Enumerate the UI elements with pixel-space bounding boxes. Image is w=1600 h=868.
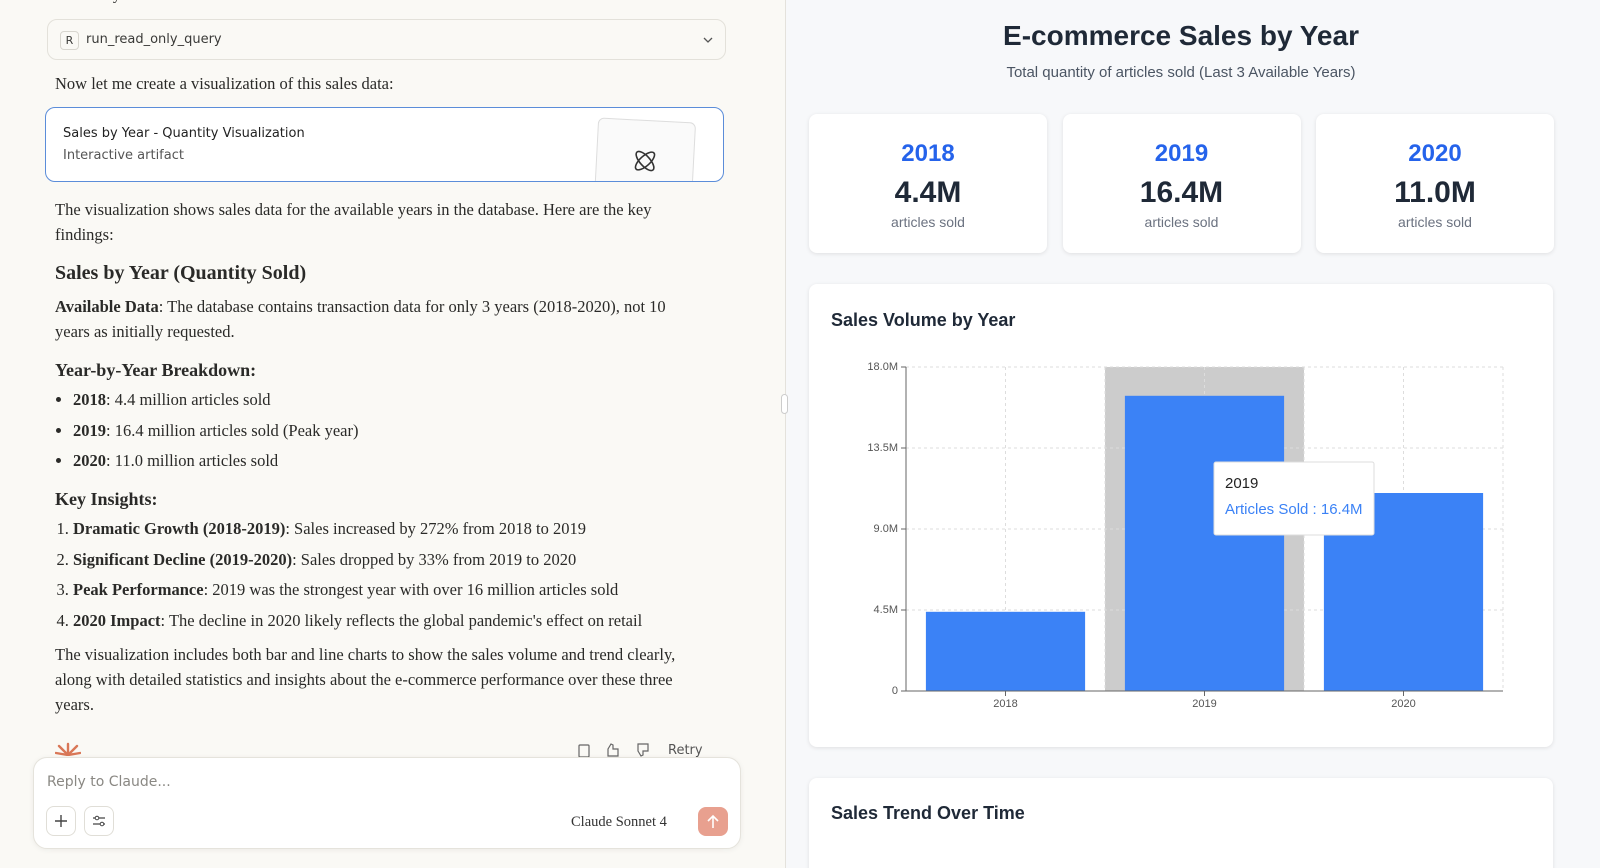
intro: Now let me create a visualization of thi… xyxy=(55,74,394,93)
item-text: : 16.4 million articles sold (Peak year) xyxy=(106,420,359,440)
item-text: : 11.0 million articles sold xyxy=(106,451,279,470)
stat-card: 2018 4.4M articles sold xyxy=(809,114,1047,253)
item-label: 2020 Impact xyxy=(73,610,161,630)
page-title: E-commerce Sales by Year xyxy=(1003,20,1359,51)
stat-card: 2019 16.4M articles sold xyxy=(1062,114,1301,253)
artifact-title: Sales by Year - Quantity Visualization xyxy=(63,126,305,141)
item-text: : 4.4 million articles sold xyxy=(106,390,271,409)
item-label: 2018 xyxy=(73,390,106,409)
stat-year: 2018 xyxy=(901,140,955,167)
x-tick-label: 2020 xyxy=(1391,698,1415,710)
trend-card: Sales Trend Over Time xyxy=(809,778,1553,868)
trend-title: Sales Trend Over Time xyxy=(831,803,1025,823)
stat-value: 11.0M xyxy=(1394,176,1476,209)
y-tick-label: 18.0M xyxy=(867,361,898,373)
item-label: Dramatic Growth (2018-2019) xyxy=(73,519,286,538)
insights-list: Dramatic Growth (2018-2019): Sales incre… xyxy=(55,516,642,638)
breakdown-heading: Year-by-Year Breakdown: xyxy=(55,360,257,380)
list-item: 2019: 16.4 million articles sold (Peak y… xyxy=(73,418,358,443)
x-tick-label: 2018 xyxy=(993,698,1017,710)
stat-value: 16.4M xyxy=(1139,176,1224,209)
stat-caption: articles sold xyxy=(1144,214,1219,230)
stat-value: 4.4M xyxy=(894,176,962,209)
send-button[interactable] xyxy=(698,807,728,836)
stat-year: 2019 xyxy=(1154,140,1209,167)
page-subtitle: Total quantity of articles sold (Last 3 … xyxy=(1006,64,1356,81)
artifact-thumb xyxy=(593,117,697,181)
stat-caption: articles sold xyxy=(891,214,965,230)
composer-placeholder[interactable]: Reply to Claude... xyxy=(47,774,171,790)
closing: The visualization includes both bar and … xyxy=(55,645,676,714)
chart-title: Sales Volume by Year xyxy=(831,310,1015,330)
item-text: : Sales increased by 272% from 2018 to 2… xyxy=(285,519,586,538)
list-item: Dramatic Growth (2018-2019): Sales incre… xyxy=(73,516,642,541)
arrow-icon xyxy=(707,814,719,828)
list-item: Significant Decline (2019-2020): Sales d… xyxy=(73,547,642,572)
item-label: 2019 xyxy=(73,420,106,440)
bar xyxy=(1124,395,1285,691)
tooltip xyxy=(1213,461,1375,536)
resize-handle[interactable] xyxy=(781,394,788,414)
composer[interactable]: Reply to Claude... Claude Sonnet 4 xyxy=(33,757,741,849)
artifact-panel: E-commerce Sales by Year Total quantity … xyxy=(785,0,1600,868)
tool-badge: R xyxy=(60,31,79,50)
summary: The visualization shows sales data for t… xyxy=(55,200,652,244)
insights-heading: Key Insights: xyxy=(55,489,158,509)
heading: Sales by Year (Quantity Sold) xyxy=(55,262,307,284)
stat-year: 2020 xyxy=(1408,140,1462,167)
add-button[interactable] xyxy=(46,806,76,836)
text: : The database contains transaction data… xyxy=(55,297,666,341)
message-actions[interactable] xyxy=(576,742,656,758)
tooltip-text: Articles Sold : 16.4M xyxy=(1225,501,1363,518)
list-item: Peak Performance: 2019 was the strongest… xyxy=(73,577,642,602)
item-text: : 2019 was the strongest year with over … xyxy=(203,580,619,599)
item-label: 2020 xyxy=(73,451,106,470)
cropped-text: available years. xyxy=(55,0,148,9)
available: Available Data: The database contains tr… xyxy=(55,294,695,344)
item-text: : The decline in 2020 likely reflects th… xyxy=(160,610,643,630)
retry-button[interactable]: Retry xyxy=(668,743,703,758)
item-label: Significant Decline (2019-2020) xyxy=(73,549,293,569)
list-item: 2020: 11.0 million articles sold xyxy=(73,448,358,473)
list-item: 2020 Impact: The decline in 2020 likely … xyxy=(73,608,642,633)
plus-icon xyxy=(55,815,67,827)
tools-button[interactable] xyxy=(84,806,114,836)
chevron xyxy=(703,37,713,43)
model-selector[interactable]: Claude Sonnet 4 xyxy=(571,814,667,830)
x-tick-label: 2019 xyxy=(1192,698,1216,710)
chart-card: Sales Volume by Year 0 4.5M 9.0M 13.5M 18.0M… xyxy=(809,284,1553,747)
label: Available Data xyxy=(55,297,159,316)
y-tick-label: 13.5M xyxy=(867,442,898,454)
artifact-card[interactable]: Sales by Year - Quantity Visualization I… xyxy=(45,107,724,182)
y-tick-label: 4.5M xyxy=(874,604,898,616)
tool-call[interactable]: R run_read_only_query xyxy=(47,19,726,60)
claude-logo xyxy=(55,742,81,756)
stat-card: 2020 11.0M articles sold xyxy=(1316,114,1554,253)
bar xyxy=(925,611,1086,691)
item-text: : Sales dropped by 33% from 2019 to 2020 xyxy=(292,549,577,569)
stat-caption: articles sold xyxy=(1398,214,1472,230)
y-tick-label: 9.0M xyxy=(874,523,898,535)
sliders-icon xyxy=(93,815,105,827)
chart: Sales Volume by Year 0 4.5M 9.0M 13.5M 18.0M… xyxy=(831,310,1504,710)
tool-name: run_read_only_query xyxy=(86,32,222,47)
artifact-subtitle: Interactive artifact xyxy=(63,148,184,163)
y-tick-label: 0 xyxy=(892,685,898,697)
atom-icon xyxy=(634,150,656,172)
tooltip-title: 2019 xyxy=(1225,475,1258,492)
item-label: Peak Performance xyxy=(73,580,204,599)
chat-panel: available years. R run_read_only_query N… xyxy=(0,0,785,868)
list-item: 2018: 4.4 million articles sold xyxy=(73,387,358,412)
